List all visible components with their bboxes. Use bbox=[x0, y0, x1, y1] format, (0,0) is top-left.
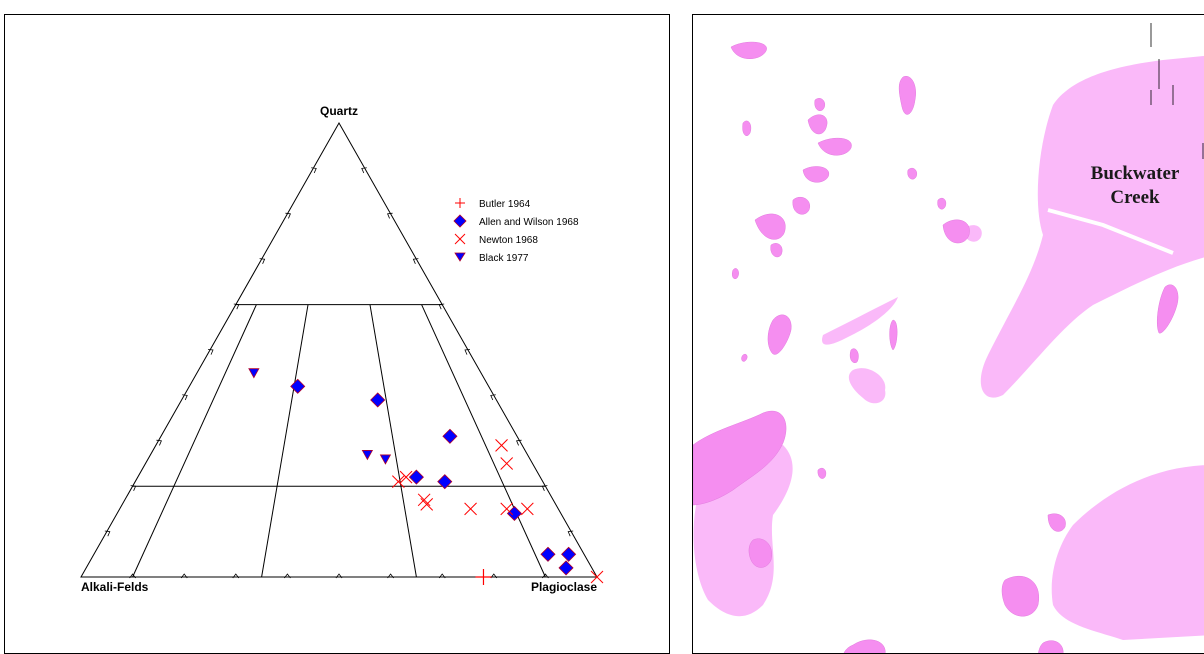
point-newton-1968 bbox=[421, 498, 433, 510]
legend-marker-allen-wilson-1968 bbox=[454, 215, 466, 227]
vertex-label-alkali-feldspar: Alkali-Felds bbox=[81, 580, 149, 594]
point-black-1977 bbox=[362, 450, 372, 459]
point-allen-and-wilson-1968 bbox=[562, 547, 576, 561]
point-black-1977 bbox=[380, 455, 390, 464]
vertex-label-plagioclase: Plagioclase bbox=[531, 580, 597, 594]
point-allen-and-wilson-1968 bbox=[541, 547, 555, 561]
legend-label-black-1977: Black 1977 bbox=[479, 253, 529, 264]
point-allen-and-wilson-1968 bbox=[443, 429, 457, 443]
ternary-triangle bbox=[81, 123, 597, 577]
map-label-buckwater: Buckwater bbox=[1091, 163, 1180, 184]
legend-marker-black-1977 bbox=[455, 253, 465, 261]
ternary-frame bbox=[81, 123, 597, 577]
point-black-1977 bbox=[249, 369, 259, 378]
legend-label-butler-1964: Butler 1964 bbox=[479, 199, 531, 210]
geologic-map-panel: Buckwater Creek bbox=[692, 14, 1204, 654]
point-newton-1968 bbox=[501, 503, 513, 515]
point-newton-1968 bbox=[496, 439, 508, 451]
map-label-creek: Creek bbox=[1110, 187, 1160, 208]
legend-marker-newton-1968 bbox=[455, 234, 465, 244]
plagioclase-ratio-line bbox=[370, 305, 416, 577]
point-newton-1968 bbox=[418, 494, 430, 506]
geologic-map: Buckwater Creek bbox=[693, 15, 1204, 654]
point-butler-1964 bbox=[475, 569, 491, 585]
axis-tick-marks bbox=[105, 168, 573, 578]
point-allen-and-wilson-1968 bbox=[371, 393, 385, 407]
point-allen-and-wilson-1968 bbox=[559, 561, 573, 575]
legend-label-allen-wilson-1968: Allen and Wilson 1968 bbox=[479, 217, 579, 228]
legend: Butler 1964 Allen and Wilson 1968 Newton… bbox=[454, 198, 579, 264]
point-newton-1968 bbox=[521, 503, 533, 515]
data-points bbox=[249, 369, 603, 585]
plagioclase-ratio-line bbox=[133, 305, 257, 577]
legend-label-newton-1968: Newton 1968 bbox=[479, 235, 538, 246]
point-newton-1968 bbox=[501, 458, 513, 470]
legend-marker-butler-1964 bbox=[455, 198, 465, 208]
classification-field-lines bbox=[133, 305, 546, 577]
plagioclase-ratio-line bbox=[422, 305, 546, 577]
point-allen-and-wilson-1968 bbox=[507, 506, 521, 520]
vertex-label-quartz: Quartz bbox=[320, 104, 358, 118]
ternary-diagram-panel: Quartz Alkali-Felds Plagioclase Butler 1… bbox=[4, 14, 670, 654]
plagioclase-ratio-line bbox=[262, 305, 308, 577]
qap-ternary-plot: Quartz Alkali-Felds Plagioclase Butler 1… bbox=[5, 15, 670, 654]
point-newton-1968 bbox=[465, 503, 477, 515]
